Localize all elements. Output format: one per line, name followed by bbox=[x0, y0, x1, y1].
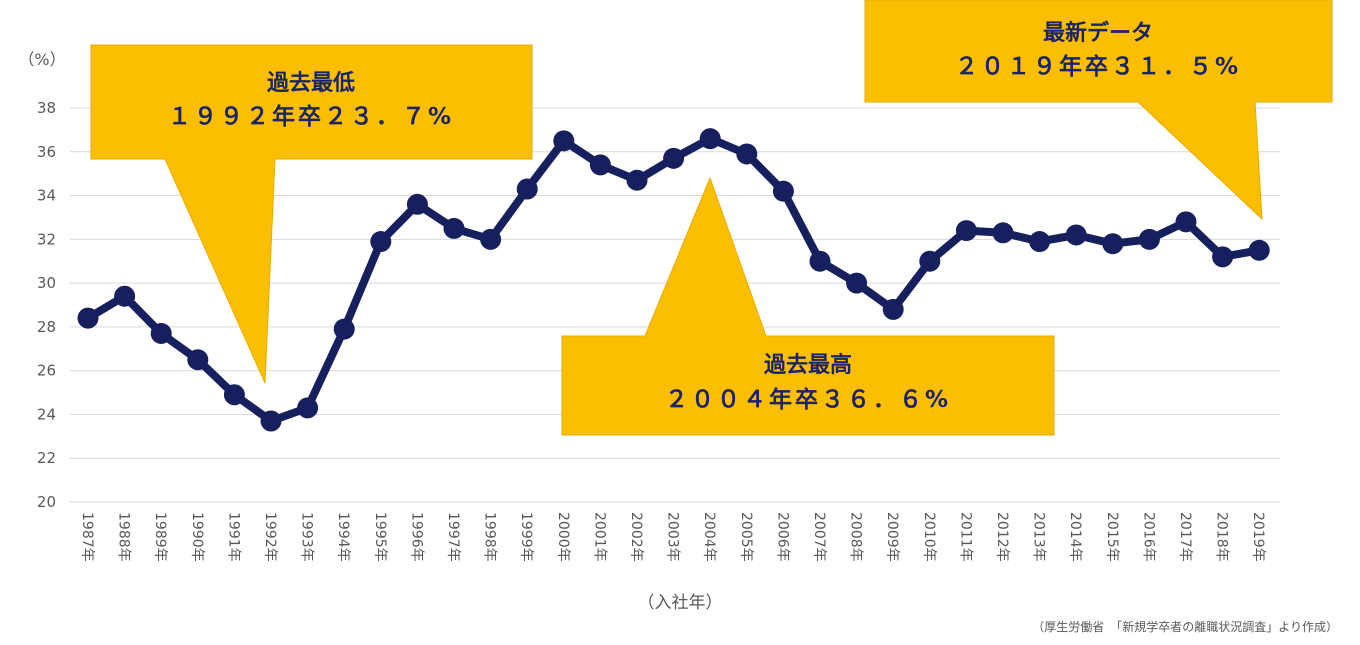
x-tick-label: 2011年 bbox=[957, 512, 973, 562]
x-tick-label: 2010年 bbox=[921, 512, 937, 562]
y-tick-label: 20 bbox=[37, 493, 56, 511]
callout-latest-value: ２０１９年卒３１．５% bbox=[955, 53, 1241, 80]
y-tick-label: 30 bbox=[37, 274, 56, 292]
y-tick-label: 22 bbox=[37, 449, 56, 467]
data-point-1990年 bbox=[187, 349, 209, 371]
callout-highest-value: ２００４年卒３６．６% bbox=[665, 386, 951, 413]
x-tick-label: 2016年 bbox=[1140, 512, 1156, 562]
x-tick-label: 2007年 bbox=[811, 512, 827, 562]
x-axis-ticks: 1987年 1988年 1989年 1990年 1991年 1992年 1993年 1994年… bbox=[79, 512, 1266, 562]
data-point-1998年 bbox=[480, 228, 502, 250]
x-tick-label: 1994年 bbox=[335, 512, 351, 562]
x-tick-label: 2018年 bbox=[1214, 512, 1230, 562]
x-tick-label: 2009年 bbox=[884, 512, 900, 562]
x-tick-label: 1987年 bbox=[79, 512, 95, 562]
y-tick-label: 36 bbox=[37, 143, 56, 161]
callout-lowest: 過去最低 １９９２年卒２３．７% bbox=[90, 44, 533, 384]
callout-lowest-box bbox=[90, 44, 533, 384]
x-tick-label: 2005年 bbox=[738, 512, 754, 562]
x-tick-label: 2004年 bbox=[701, 512, 717, 562]
callout-highest-box bbox=[561, 176, 1055, 436]
data-point-2006年 bbox=[772, 180, 794, 202]
callout-latest-title: 最新データ bbox=[1043, 20, 1153, 46]
data-point-1989年 bbox=[150, 322, 172, 344]
y-tick-label: 38 bbox=[37, 99, 56, 117]
data-point-2017年 bbox=[1175, 211, 1197, 233]
x-tick-label: 1988年 bbox=[116, 512, 132, 562]
x-tick-label: 2019年 bbox=[1250, 512, 1266, 562]
callout-lowest-value: １９９２年卒２３．７% bbox=[168, 103, 454, 130]
data-point-2005年 bbox=[736, 143, 758, 165]
data-point-1996年 bbox=[406, 193, 428, 215]
data-point-2010年 bbox=[919, 250, 941, 272]
x-tick-label: 1990年 bbox=[189, 512, 205, 562]
callout-highest: 過去最高 ２００４年卒３６．６% bbox=[561, 176, 1055, 436]
data-point-1995年 bbox=[370, 231, 392, 253]
x-tick-label: 1991年 bbox=[225, 512, 241, 562]
data-point-2002年 bbox=[626, 169, 648, 191]
y-axis-ticks: 20 22 24 26 28 30 32 34 36 38 bbox=[37, 99, 56, 511]
data-point-2008年 bbox=[846, 272, 868, 294]
series bbox=[77, 128, 1270, 432]
data-point-2000年 bbox=[553, 130, 575, 152]
x-tick-label: 1998年 bbox=[482, 512, 498, 562]
x-tick-label: 1999年 bbox=[518, 512, 534, 562]
x-tick-label: 2008年 bbox=[848, 512, 864, 562]
y-tick-label: 26 bbox=[37, 362, 56, 380]
callout-latest-box bbox=[864, 0, 1333, 221]
data-point-2016年 bbox=[1138, 228, 1160, 250]
data-point-2019年 bbox=[1248, 239, 1270, 261]
data-point-2015年 bbox=[1102, 233, 1124, 255]
y-tick-label: 24 bbox=[37, 405, 56, 423]
x-tick-label: 1989年 bbox=[152, 512, 168, 562]
y-tick-label: 34 bbox=[37, 187, 56, 205]
x-tick-label: 2003年 bbox=[665, 512, 681, 562]
data-point-2018年 bbox=[1212, 246, 1234, 268]
data-point-2003年 bbox=[663, 147, 685, 169]
x-tick-label: 1995年 bbox=[372, 512, 388, 562]
x-tick-label: 1993年 bbox=[299, 512, 315, 562]
data-point-2004年 bbox=[699, 128, 721, 150]
x-tick-label: 2000年 bbox=[555, 512, 571, 562]
data-point-2001年 bbox=[589, 154, 611, 176]
callout-latest: 最新データ ２０１９年卒３１．５% bbox=[864, 0, 1333, 221]
data-point-1987年 bbox=[77, 307, 99, 329]
x-axis-label: （入社年） bbox=[638, 593, 723, 613]
data-point-2012年 bbox=[992, 222, 1014, 244]
x-tick-label: 2012年 bbox=[994, 512, 1010, 562]
source-note: （厚生労働省 「新規学卒者の離職状況調査」より作成） bbox=[1032, 619, 1338, 634]
data-point-2009年 bbox=[882, 298, 904, 320]
data-point-1991年 bbox=[223, 384, 245, 406]
x-tick-label: 2017年 bbox=[1177, 512, 1193, 562]
data-point-1994年 bbox=[333, 318, 355, 340]
callout-lowest-title: 過去最低 bbox=[267, 70, 355, 96]
x-tick-label: 2013年 bbox=[1031, 512, 1047, 562]
callout-highest-title: 過去最高 bbox=[764, 352, 852, 378]
data-point-1993年 bbox=[297, 397, 319, 419]
x-tick-label: 2001年 bbox=[591, 512, 607, 562]
x-tick-label: 1996年 bbox=[408, 512, 424, 562]
data-point-2013年 bbox=[1029, 231, 1051, 253]
x-tick-label: 2014年 bbox=[1067, 512, 1083, 562]
x-tick-label: 2006年 bbox=[774, 512, 790, 562]
data-point-1992年 bbox=[260, 410, 282, 432]
x-tick-label: 1992年 bbox=[262, 512, 278, 562]
x-tick-label: 1997年 bbox=[445, 512, 461, 562]
data-point-2014年 bbox=[1065, 224, 1087, 246]
y-axis-unit: （%） bbox=[18, 50, 65, 69]
data-point-1999年 bbox=[516, 178, 538, 200]
x-tick-label: 2015年 bbox=[1104, 512, 1120, 562]
y-tick-label: 32 bbox=[37, 230, 56, 248]
x-tick-label: 2002年 bbox=[628, 512, 644, 562]
data-point-2011年 bbox=[955, 220, 977, 242]
data-point-2007年 bbox=[809, 250, 831, 272]
y-tick-label: 28 bbox=[37, 318, 56, 336]
data-point-1997年 bbox=[443, 217, 465, 239]
data-point-1988年 bbox=[114, 285, 136, 307]
